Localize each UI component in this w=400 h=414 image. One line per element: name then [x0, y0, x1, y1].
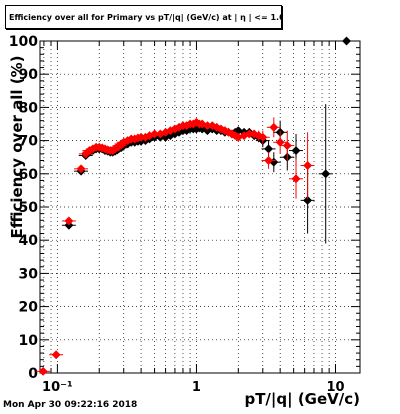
y-tick-label: 40: [19, 233, 39, 249]
y-tick-label: 10: [19, 333, 39, 349]
data-point: [291, 146, 301, 156]
y-tick-label: 30: [19, 266, 39, 282]
data-series: [36, 36, 354, 376]
data-point: [51, 350, 61, 360]
y-tick-label: 0: [28, 366, 38, 382]
data-point: [275, 137, 285, 147]
data-point: [263, 144, 274, 154]
data-point: [76, 164, 86, 174]
data-point: [341, 36, 352, 46]
timestamp: Mon Apr 30 09:22:16 2018: [3, 400, 138, 410]
data-point: [303, 195, 313, 205]
x-tick-label: 10⁻¹: [42, 380, 73, 395]
y-tick-label: 80: [19, 100, 39, 116]
x-tick-label: 1: [192, 380, 201, 395]
data-point: [38, 366, 48, 376]
axis-ticks: 0 10 20 30 40 50 60 70 80 90 100 10⁻¹ 1 10: [9, 34, 360, 395]
grid-lines: [40, 40, 360, 374]
data-point: [263, 155, 274, 166]
y-tick-label: 50: [19, 200, 39, 216]
data-point: [291, 174, 301, 184]
y-axis-label: Efficiency over all (%): [8, 55, 26, 239]
data-point: [269, 122, 279, 132]
series-1: [36, 117, 315, 376]
y-tick-label: 60: [19, 167, 39, 183]
y-tick-label: 100: [9, 34, 38, 50]
data-point: [303, 160, 313, 171]
series-0: [61, 36, 354, 244]
y-tick-label: 20: [19, 300, 39, 316]
data-point: [282, 141, 292, 151]
data-point: [321, 169, 331, 179]
y-tick-label: 90: [19, 67, 39, 83]
chart-title: Efficiency over all for Primary vs pT/|q…: [5, 5, 282, 29]
data-point: [64, 216, 74, 226]
data-point: [258, 132, 268, 142]
x-tick-label: 10: [326, 380, 344, 395]
x-axis-label: pT/|q| (GeV/c): [244, 390, 360, 408]
y-tick-label: 70: [19, 134, 39, 150]
